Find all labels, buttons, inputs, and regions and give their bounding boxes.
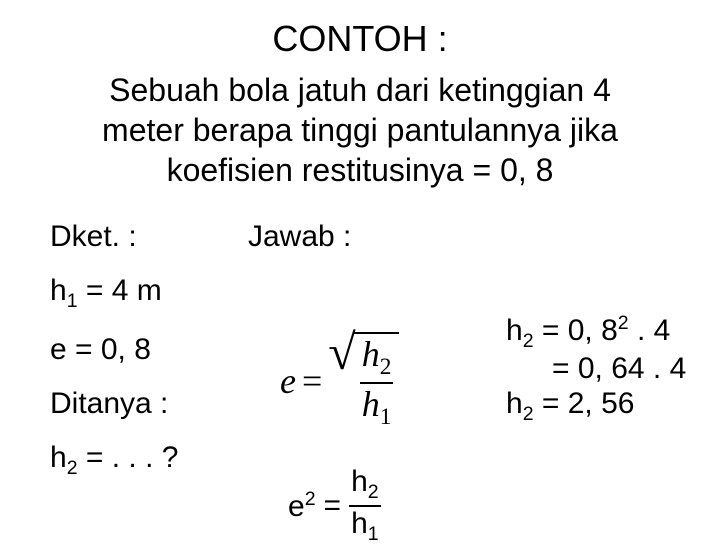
problem-line2: meter berapa tinggi pantulannya jika xyxy=(50,110,670,150)
fraction2-numerator: h2 xyxy=(349,467,381,505)
dket-label: Dket. : xyxy=(50,220,220,254)
ditanya-label: Ditanya : xyxy=(50,387,220,421)
problem-line3: koefisien restitusinya = 0, 8 xyxy=(50,150,670,190)
sqrt-symbol: √ xyxy=(328,332,355,429)
equals-sign-2: = xyxy=(324,489,342,523)
problem-line1: Sebuah bola jatuh dari ketinggian 4 xyxy=(50,70,670,110)
e-variable: e xyxy=(280,360,296,402)
h1-symbol: h xyxy=(50,274,67,307)
equals-sign: = xyxy=(302,360,322,402)
content-columns: Dket. : h1 = 4 m e = 0, 8 Ditanya : h2 =… xyxy=(50,220,670,544)
fraction: h2 h1 xyxy=(360,336,394,429)
fraction2-denominator: h1 xyxy=(349,505,381,545)
answer-column: Jawab : e = √ h2 h1 e2 = h2 h1 xyxy=(248,220,478,544)
e-value: e = 0, 8 xyxy=(50,333,220,367)
calc-line-1: h2 = 0, 82 . 4 xyxy=(506,312,706,352)
squared-formula: e2 = h2 h1 xyxy=(248,467,478,544)
e-squared: e2 xyxy=(288,488,316,524)
fraction-denominator: h1 xyxy=(360,382,394,430)
h2-equals: = . . . ? xyxy=(78,441,179,474)
calc-line-2: = 0, 64 . 4 xyxy=(506,352,706,387)
computation-column: h2 = 0, 82 . 4 = 0, 64 . 4 h2 = 2, 56 xyxy=(506,220,706,544)
example-title: CONTOH : xyxy=(50,18,670,60)
given-column: Dket. : h1 = 4 m e = 0, 8 Ditanya : h2 =… xyxy=(50,220,220,544)
h1-subscript: 1 xyxy=(67,290,78,312)
h1-equals: = 4 m xyxy=(78,274,162,307)
square-root: √ h2 h1 xyxy=(328,332,399,429)
fraction-numerator: h2 xyxy=(360,336,394,382)
h2-subscript: 2 xyxy=(67,457,78,479)
calc-line-3: h2 = 2, 56 xyxy=(506,387,706,425)
problem-statement: Sebuah bola jatuh dari ketinggian 4 mete… xyxy=(50,70,670,190)
fraction-2: h2 h1 xyxy=(349,467,381,544)
jawab-label: Jawab : xyxy=(248,220,478,254)
h1-value: h1 = 4 m xyxy=(50,274,220,313)
sqrt-body: h2 h1 xyxy=(354,332,400,429)
h2-question: h2 = . . . ? xyxy=(50,441,220,480)
h2-symbol: h xyxy=(50,441,67,474)
restitution-formula: e = √ h2 h1 xyxy=(248,332,478,429)
